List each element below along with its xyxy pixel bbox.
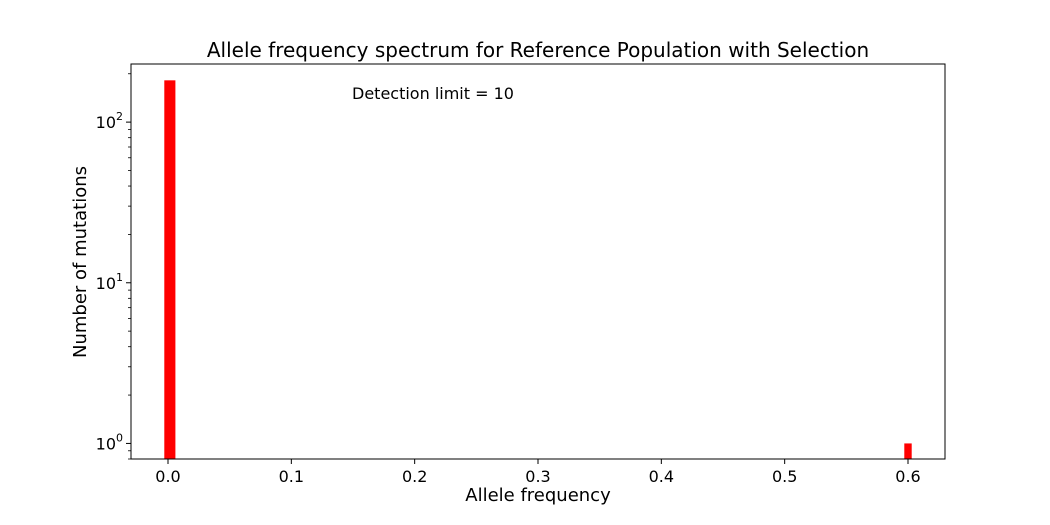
y-tick-label: 102 (96, 110, 123, 132)
x-tick-label: 0.0 (155, 467, 180, 486)
chart-title: Allele frequency spectrum for Reference … (207, 38, 869, 62)
x-tick-label: 0.2 (402, 467, 427, 486)
x-tick-label: 0.3 (525, 467, 550, 486)
y-tick-label: 101 (96, 271, 123, 293)
x-tick-label: 0.1 (279, 467, 304, 486)
bar-1 (904, 443, 912, 459)
x-tick-label: 0.5 (772, 467, 797, 486)
x-axis-label: Allele frequency (465, 485, 611, 506)
y-axis-label: Number of mutations (70, 166, 91, 358)
x-tick-label: 0.4 (649, 467, 674, 486)
annotation-text: Detection limit = 10 (352, 84, 514, 103)
plot-frame (130, 63, 946, 460)
x-tick-label: 0.6 (895, 467, 920, 486)
bar-0 (164, 80, 176, 460)
y-tick-label: 100 (96, 431, 123, 453)
